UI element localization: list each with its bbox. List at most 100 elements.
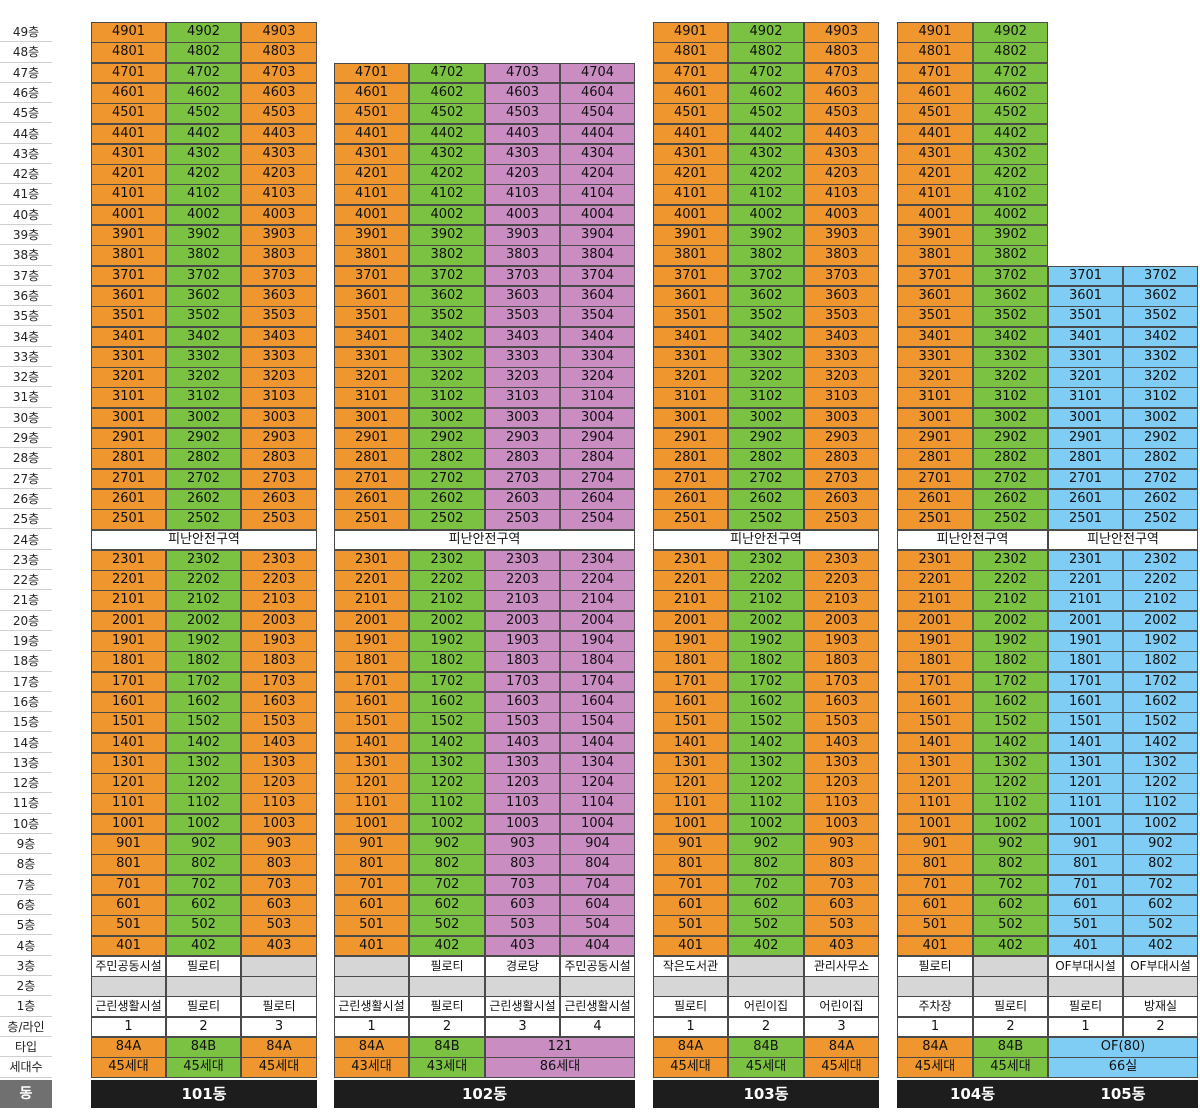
unit-cell: 3003 [485, 407, 560, 429]
unit-cell: 4102 [166, 184, 241, 206]
unit-cell: 3202 [728, 367, 804, 388]
unit-cell: 3202 [166, 367, 241, 388]
unit-cell: 3601 [1048, 285, 1123, 307]
unit-cell: 3204 [560, 367, 635, 388]
unit-type: OF(80) [1048, 1037, 1198, 1058]
unit-cell: 2102 [1123, 590, 1198, 612]
unit-cell: 1401 [1048, 732, 1123, 754]
unit-cell: 3601 [653, 285, 728, 307]
unit-cell: 1701 [897, 671, 973, 693]
unit-cell: 3503 [485, 306, 560, 327]
facility-cell: 필로티 [1048, 996, 1123, 1018]
unit-cell: 2303 [804, 549, 879, 571]
unit-cell: 2801 [334, 448, 409, 470]
unit-cell: 2701 [897, 468, 973, 490]
unit-cell: 4703 [485, 62, 560, 84]
unit-cell: 3701 [897, 265, 973, 287]
unit-type: 84B [409, 1037, 485, 1058]
unit-cell: 4004 [560, 204, 635, 226]
unit-cell: 1401 [334, 732, 409, 754]
floor-label: 40층 [0, 205, 52, 225]
unit-type: 84B [728, 1037, 804, 1058]
unit-cell: 3502 [166, 306, 241, 327]
unit-cell: 1202 [728, 773, 804, 794]
unit-cell: 4203 [485, 164, 560, 185]
unit-cell: 501 [334, 915, 409, 936]
unit-cell: 2002 [409, 610, 485, 632]
unit-cell: 503 [804, 915, 879, 936]
facility-cell: OF부대시설 [1123, 955, 1198, 977]
unit-cell: 1403 [804, 732, 879, 754]
unit-cell: 4102 [973, 184, 1048, 206]
unit-cell: 2202 [409, 570, 485, 591]
unit-cell: 2702 [728, 468, 804, 490]
unit-cell: 3404 [560, 326, 635, 348]
unit-cell: 4401 [334, 123, 409, 145]
unit-cell: 4001 [653, 204, 728, 226]
household-count: 43세대 [409, 1057, 485, 1079]
unit-cell: 2101 [91, 590, 166, 612]
unit-cell: 602 [409, 894, 485, 916]
unit-cell: 1801 [897, 651, 973, 673]
building-name: 102동 [334, 1079, 635, 1108]
unit-cell: 2202 [973, 570, 1048, 591]
unit-cell: 3302 [166, 346, 241, 368]
unit-cell: 3101 [91, 387, 166, 409]
unit-cell: 2002 [973, 610, 1048, 632]
unit-cell: 1701 [1048, 671, 1123, 693]
unit-cell: 1401 [653, 732, 728, 754]
unit-cell: 1603 [241, 691, 317, 713]
unit-cell: 2802 [409, 448, 485, 470]
facility-cell [334, 976, 409, 997]
unit-cell: 1103 [485, 793, 560, 815]
unit-cell: 1101 [653, 793, 728, 815]
unit-cell: 2803 [241, 448, 317, 470]
unit-cell: 4402 [409, 123, 485, 145]
unit-cell: 2003 [804, 610, 879, 632]
unit-cell: 4301 [897, 143, 973, 165]
unit-cell: 2703 [241, 468, 317, 490]
unit-cell: 2601 [653, 488, 728, 510]
unit-cell: 3601 [897, 285, 973, 307]
floor-label: 34층 [0, 327, 52, 347]
unit-cell: 1704 [560, 671, 635, 693]
floor-label: 46층 [0, 83, 52, 104]
unit-cell: 2001 [91, 610, 166, 632]
facility-cell [728, 955, 804, 977]
unit-cell: 1302 [409, 752, 485, 774]
unit-cell: 4901 [897, 22, 973, 43]
unit-cell: 1904 [560, 631, 635, 652]
floor-label: 48층 [0, 42, 52, 63]
unit-cell: 4103 [485, 184, 560, 206]
unit-cell: 601 [653, 894, 728, 916]
unit-cell: 3801 [653, 245, 728, 267]
unit-cell: 1804 [560, 651, 635, 673]
unit-cell: 703 [485, 874, 560, 896]
unit-cell: 3802 [728, 245, 804, 267]
unit-cell: 901 [334, 834, 409, 855]
unit-cell: 1002 [1123, 813, 1198, 835]
unit-cell: 3802 [166, 245, 241, 267]
floor-label: 49층 [0, 22, 52, 43]
unit-cell: 4102 [728, 184, 804, 206]
unit-cell: 3902 [973, 225, 1048, 246]
floor-label: 36층 [0, 286, 52, 307]
unit-cell: 401 [1048, 935, 1123, 957]
unit-cell: 702 [166, 874, 241, 896]
facility-cell: 어린이집 [728, 996, 804, 1018]
unit-cell: 4803 [804, 42, 879, 64]
unit-cell: 3301 [897, 346, 973, 368]
unit-cell: 1304 [560, 752, 635, 774]
floor-label: 45층 [0, 103, 52, 124]
unit-cell: 802 [728, 854, 804, 876]
unit-cell: 1001 [653, 813, 728, 835]
unit-cell: 4702 [409, 62, 485, 84]
unit-cell: 504 [560, 915, 635, 936]
unit-cell: 4301 [653, 143, 728, 165]
unit-cell: 502 [166, 915, 241, 936]
household-count: 45세대 [897, 1057, 973, 1079]
unit-cell: 2901 [653, 428, 728, 449]
unit-cell: 2102 [166, 590, 241, 612]
facility-cell: 필로티 [897, 955, 973, 977]
unit-cell: 503 [485, 915, 560, 936]
